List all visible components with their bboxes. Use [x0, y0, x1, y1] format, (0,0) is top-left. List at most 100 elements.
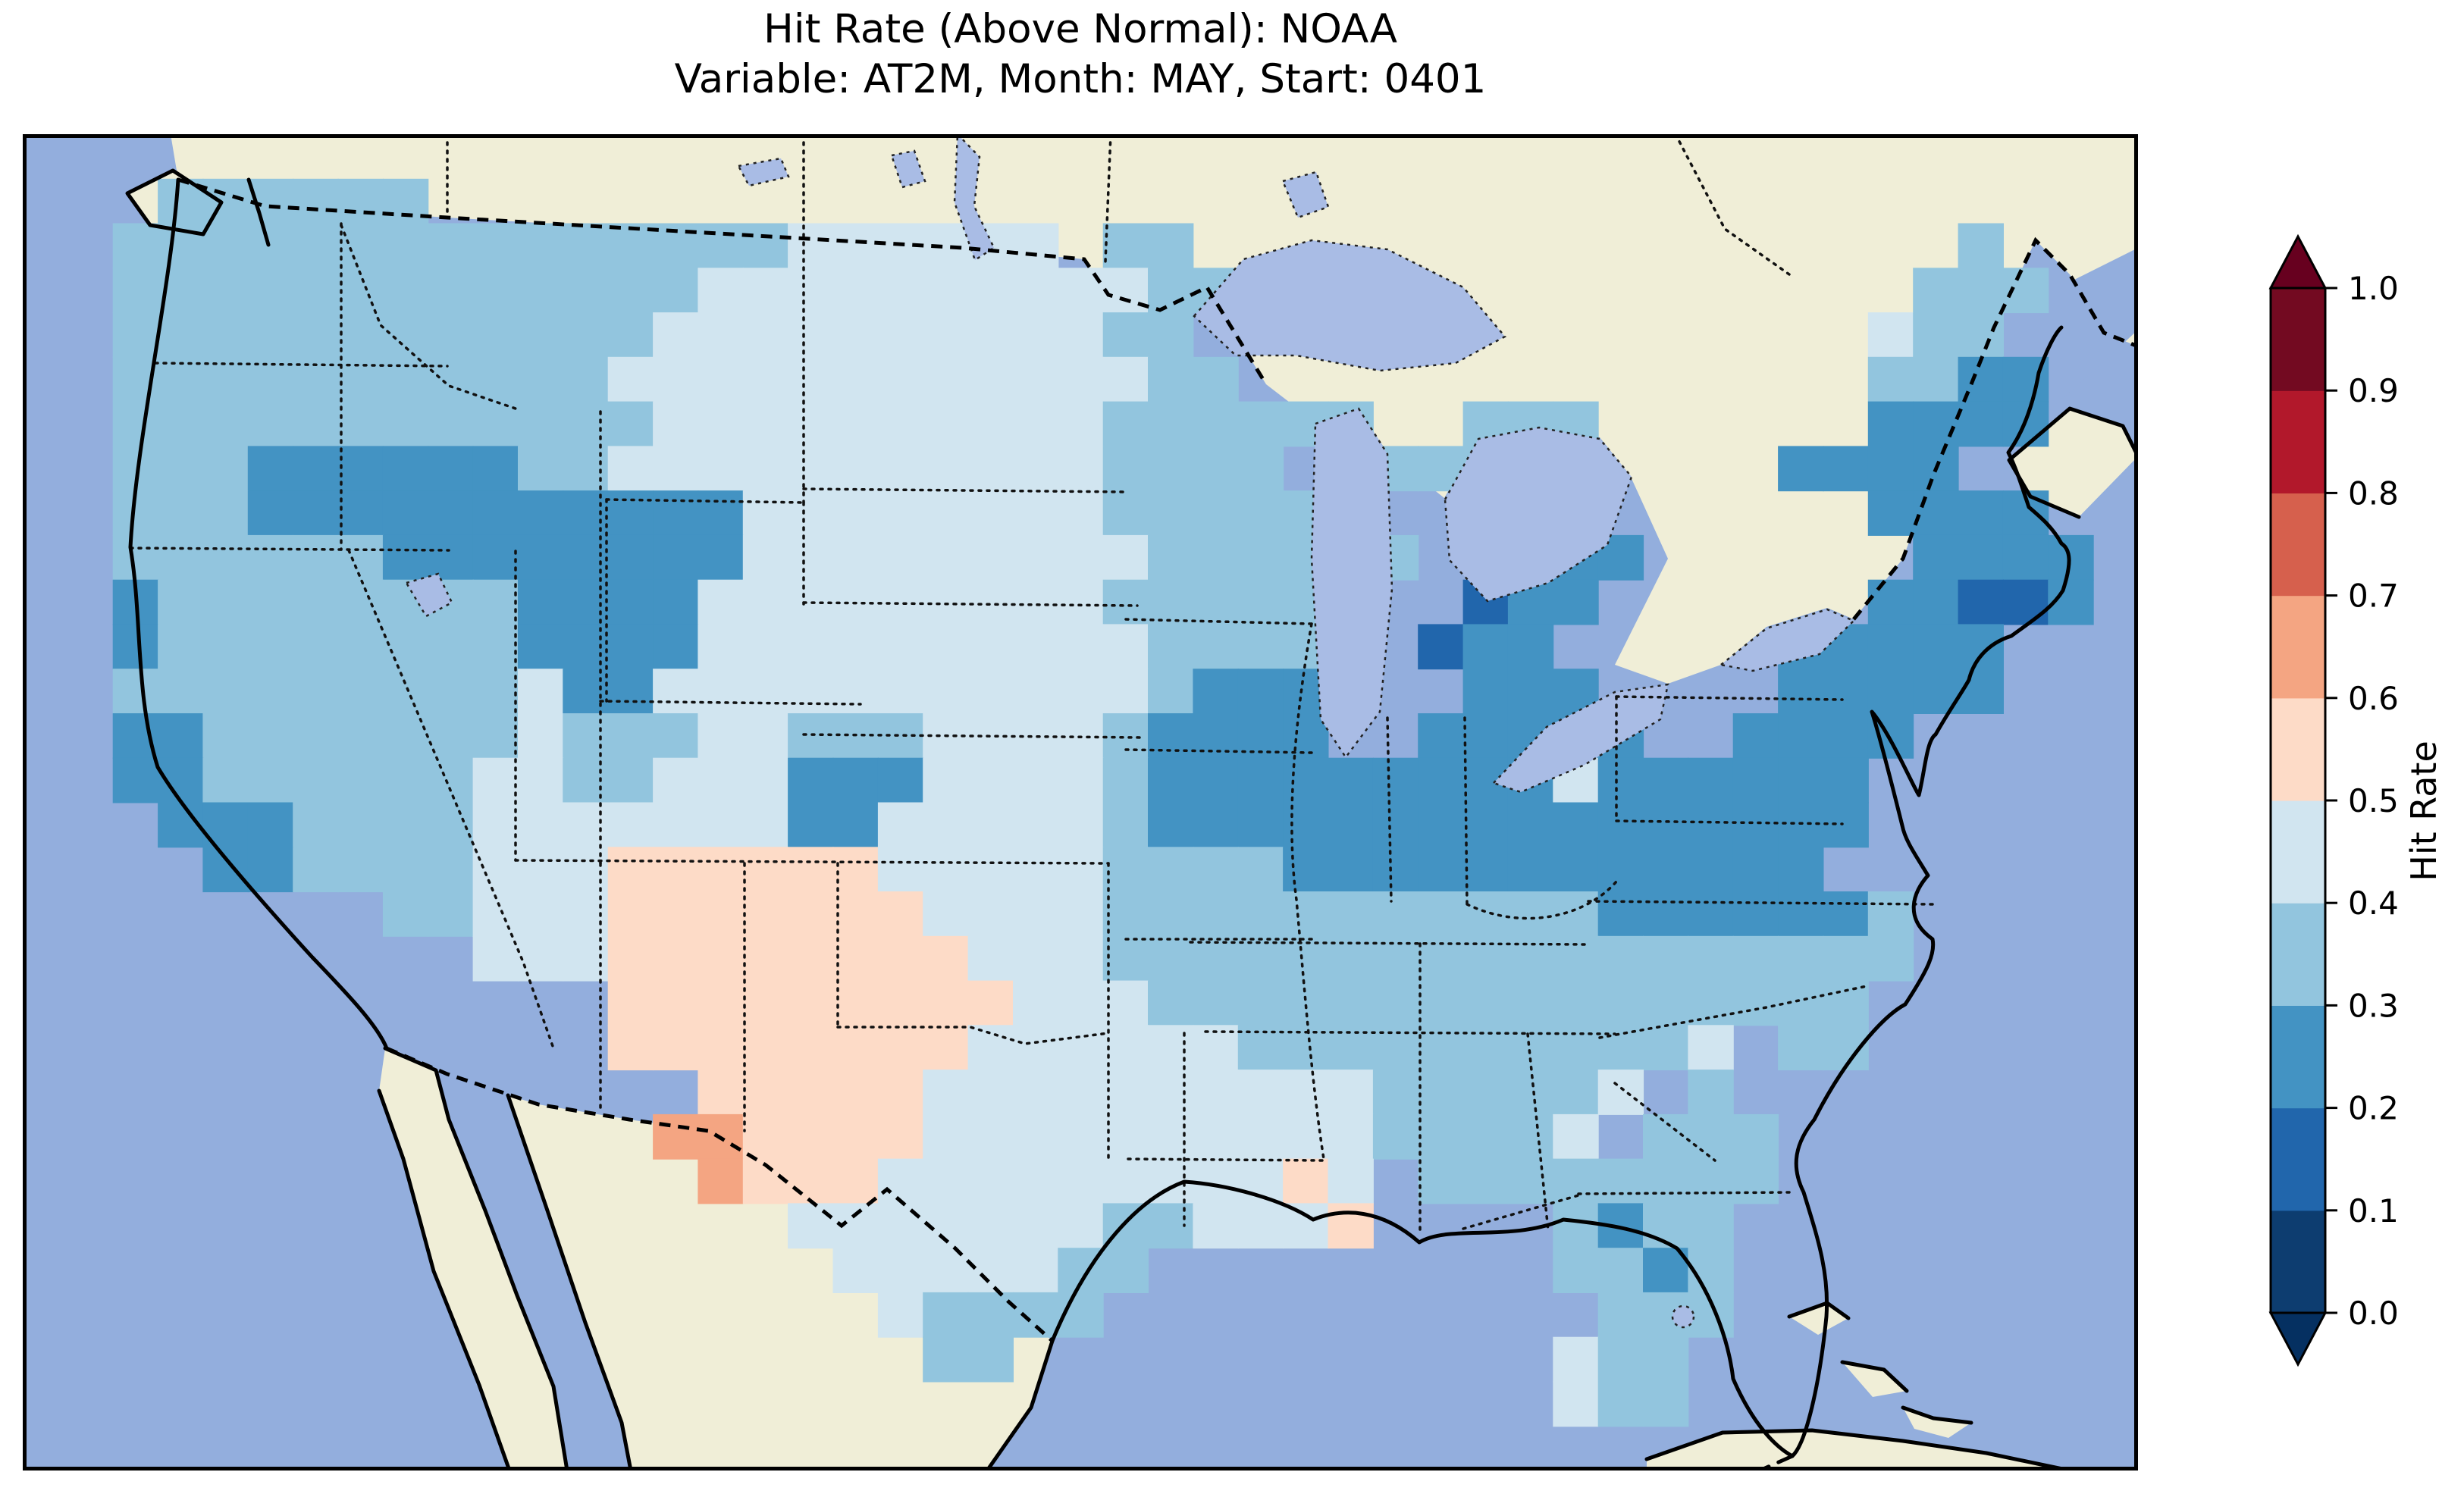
hit-rate-cell — [428, 802, 474, 848]
hit-rate-cell — [1597, 847, 1644, 893]
hit-rate-cell — [1237, 490, 1284, 536]
hit-rate-cell — [1688, 802, 1734, 848]
hit-rate-cell — [742, 268, 789, 314]
hit-rate-cell — [1597, 1248, 1644, 1293]
hit-rate-cell — [788, 1070, 834, 1115]
hit-rate-cell — [563, 446, 609, 492]
hit-rate-cell — [1328, 802, 1374, 848]
hit-rate-cell — [1553, 935, 1599, 982]
hit-rate-cell — [1102, 802, 1149, 848]
hit-rate-cell — [247, 847, 294, 893]
hit-rate-cell — [832, 891, 879, 937]
hit-rate-cell — [1732, 847, 1779, 893]
colorbar-tick-label: 0.0 — [2348, 1295, 2399, 1332]
hit-rate-cell — [1867, 891, 1914, 937]
hit-rate-cell — [472, 713, 519, 759]
hit-rate-cell — [1328, 1070, 1374, 1115]
hit-rate-cell — [1237, 757, 1284, 803]
hit-rate-cell — [158, 312, 204, 358]
hit-rate-cell — [1013, 579, 1059, 625]
hit-rate-cell — [472, 268, 519, 314]
colorbar-bin — [2271, 1005, 2325, 1109]
hit-rate-cell — [518, 624, 564, 670]
hit-rate-cell — [1688, 891, 1734, 937]
hit-rate-cell — [1237, 401, 1284, 447]
hit-rate-cell — [1102, 401, 1149, 447]
hit-rate-cell — [788, 446, 834, 492]
hit-rate-cell — [653, 490, 699, 536]
hit-rate-cell — [247, 446, 294, 492]
hit-rate-cell — [832, 757, 879, 803]
hit-rate-cell — [698, 1070, 744, 1115]
us-mexico-border — [386, 1046, 1054, 1342]
hit-rate-cell — [877, 401, 924, 447]
hit-rate-cell — [698, 935, 744, 982]
colorbar-tick-label: 0.5 — [2348, 782, 2399, 819]
hit-rate-cell — [1013, 1025, 1059, 1071]
hit-rate-cell — [1462, 713, 1509, 759]
hit-rate-cell — [1462, 891, 1509, 937]
hit-rate-cell — [158, 401, 204, 447]
hit-rate-cell — [832, 1113, 879, 1160]
hit-rate-cell — [832, 490, 879, 536]
hit-rate-cell — [788, 268, 834, 314]
conus-map — [23, 132, 2140, 1477]
hit-rate-cell — [1418, 1070, 1464, 1115]
hit-rate-cell — [1148, 935, 1194, 982]
hit-rate-cell — [1058, 579, 1104, 625]
hit-rate-cell — [1372, 1113, 1419, 1160]
colorbar-tick-label: 0.9 — [2348, 372, 2399, 409]
hit-rate-cell — [742, 1070, 789, 1115]
hit-rate-cell — [698, 223, 744, 269]
hit-rate-cell — [202, 312, 249, 358]
hit-rate-cell — [1148, 1203, 1194, 1249]
hit-rate-cell — [653, 534, 699, 581]
hit-rate-cell — [293, 669, 339, 714]
hit-rate-cell — [1328, 847, 1374, 893]
hit-rate-cell — [877, 356, 924, 402]
hit-rate-cell — [1643, 935, 1689, 982]
hit-rate-cell — [1013, 1203, 1059, 1249]
hit-rate-cell — [1867, 446, 1914, 492]
hit-rate-cell — [1237, 891, 1284, 937]
hit-rate-cell — [382, 356, 429, 402]
hit-rate-cell — [337, 624, 384, 670]
hit-rate-cell — [742, 579, 789, 625]
hit-rate-cell — [653, 757, 699, 803]
hit-rate-cell — [1148, 1025, 1194, 1071]
us-canada-border-east — [1852, 236, 2139, 621]
colorbar-bin — [2271, 903, 2325, 1006]
hit-rate-cell — [1013, 802, 1059, 848]
hit-rate-cell — [1102, 757, 1149, 803]
hit-rate-cell — [1148, 891, 1194, 937]
hit-rate-cell — [563, 312, 609, 358]
hit-rate-cell — [1553, 1070, 1599, 1115]
hit-rate-cell — [382, 669, 429, 714]
hit-rate-cell — [293, 223, 339, 269]
hit-rate-cell — [877, 579, 924, 625]
hit-rate-cell — [967, 847, 1014, 893]
hit-rate-cell — [788, 1203, 834, 1249]
hit-rate-cell — [1462, 802, 1509, 848]
hit-rate-cell — [1732, 1113, 1779, 1160]
hit-rate-cell — [1688, 980, 1734, 1026]
colorbar-tick-label: 0.7 — [2348, 578, 2399, 615]
hit-rate-cell — [2048, 534, 2094, 581]
hit-rate-cell — [382, 802, 429, 848]
colorbar-tick-label: 0.2 — [2348, 1090, 2399, 1127]
hit-rate-cell — [788, 534, 834, 581]
hit-rate-cell — [518, 802, 564, 848]
hit-rate-cell — [1102, 1025, 1149, 1071]
hit-rate-cell — [967, 1203, 1014, 1249]
hit-rate-cell — [742, 223, 789, 269]
hit-rate-cell — [1058, 757, 1104, 803]
hit-rate-cell — [1553, 802, 1599, 848]
hit-rate-cell — [877, 935, 924, 982]
hit-rate-cell — [788, 312, 834, 358]
hit-rate-cell — [742, 935, 789, 982]
hit-rate-cell — [1102, 1113, 1149, 1160]
colorbar-tick-label: 0.8 — [2348, 475, 2399, 512]
hit-rate-cell — [1237, 534, 1284, 581]
hit-rate-cell — [1058, 446, 1104, 492]
hit-rate-cell — [158, 669, 204, 714]
